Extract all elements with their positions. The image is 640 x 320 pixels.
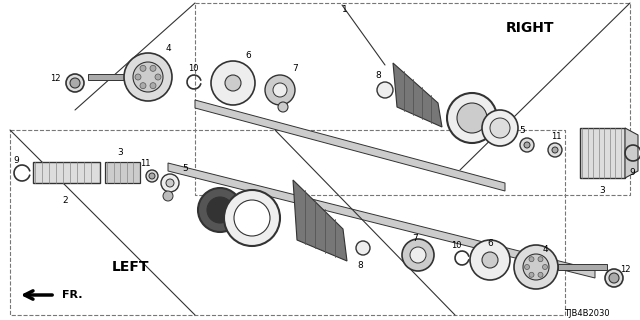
Text: 9: 9 <box>629 167 635 177</box>
Circle shape <box>482 110 518 146</box>
Text: 4: 4 <box>542 244 548 253</box>
Polygon shape <box>293 180 347 261</box>
Circle shape <box>552 147 558 153</box>
Circle shape <box>377 82 393 98</box>
Polygon shape <box>88 74 148 80</box>
Circle shape <box>66 74 84 92</box>
Text: 6: 6 <box>487 238 493 247</box>
Circle shape <box>273 83 287 97</box>
Circle shape <box>135 74 141 80</box>
Text: LEFT: LEFT <box>111 260 148 274</box>
Circle shape <box>447 93 497 143</box>
Circle shape <box>198 188 242 232</box>
Circle shape <box>529 257 534 262</box>
Text: 7: 7 <box>292 63 298 73</box>
Circle shape <box>207 197 233 223</box>
Text: 3: 3 <box>599 186 605 195</box>
Text: FR.: FR. <box>62 290 83 300</box>
Circle shape <box>470 240 510 280</box>
Circle shape <box>410 247 426 263</box>
Circle shape <box>166 179 174 187</box>
Circle shape <box>149 173 155 179</box>
Circle shape <box>161 174 179 192</box>
Text: 10: 10 <box>188 63 198 73</box>
Circle shape <box>490 118 510 138</box>
Text: TJB4B2030: TJB4B2030 <box>564 308 610 317</box>
Circle shape <box>514 245 558 289</box>
Text: 12: 12 <box>620 266 630 275</box>
Text: 8: 8 <box>375 70 381 79</box>
Circle shape <box>225 75 241 91</box>
Circle shape <box>523 254 549 280</box>
Circle shape <box>482 252 498 268</box>
Circle shape <box>265 75 295 105</box>
Circle shape <box>605 269 623 287</box>
Circle shape <box>543 265 547 269</box>
Circle shape <box>520 138 534 152</box>
Circle shape <box>150 65 156 71</box>
Circle shape <box>224 190 280 246</box>
Circle shape <box>525 265 529 269</box>
Circle shape <box>529 272 534 277</box>
Circle shape <box>538 272 543 277</box>
Polygon shape <box>558 264 607 270</box>
Text: 4: 4 <box>165 44 171 52</box>
Circle shape <box>234 200 270 236</box>
Circle shape <box>163 191 173 201</box>
Text: 5: 5 <box>182 164 188 172</box>
Text: 1: 1 <box>342 5 348 14</box>
Polygon shape <box>168 163 595 278</box>
Text: 3: 3 <box>117 148 123 156</box>
Text: 11: 11 <box>140 158 150 167</box>
Polygon shape <box>625 128 638 178</box>
Circle shape <box>356 241 370 255</box>
Text: 11: 11 <box>551 132 561 140</box>
Text: 12: 12 <box>50 74 60 83</box>
Circle shape <box>140 65 146 71</box>
Circle shape <box>278 102 288 112</box>
Circle shape <box>146 170 158 182</box>
Polygon shape <box>393 63 442 127</box>
Polygon shape <box>105 162 140 183</box>
Text: 10: 10 <box>451 241 461 250</box>
Polygon shape <box>195 100 505 191</box>
Circle shape <box>124 53 172 101</box>
Text: 6: 6 <box>245 51 251 60</box>
Text: 2: 2 <box>62 196 68 204</box>
Text: 5: 5 <box>519 125 525 134</box>
Circle shape <box>609 273 619 283</box>
Circle shape <box>457 103 487 133</box>
Circle shape <box>133 62 163 92</box>
Circle shape <box>538 257 543 262</box>
Circle shape <box>548 143 562 157</box>
Circle shape <box>402 239 434 271</box>
Circle shape <box>524 142 530 148</box>
Text: 9: 9 <box>13 156 19 164</box>
Circle shape <box>150 83 156 89</box>
Circle shape <box>211 61 255 105</box>
Polygon shape <box>33 162 100 183</box>
Polygon shape <box>580 128 625 178</box>
Text: 8: 8 <box>357 260 363 269</box>
Circle shape <box>155 74 161 80</box>
Text: RIGHT: RIGHT <box>506 21 554 35</box>
Circle shape <box>140 83 146 89</box>
Text: 7: 7 <box>412 234 418 243</box>
Circle shape <box>70 78 80 88</box>
